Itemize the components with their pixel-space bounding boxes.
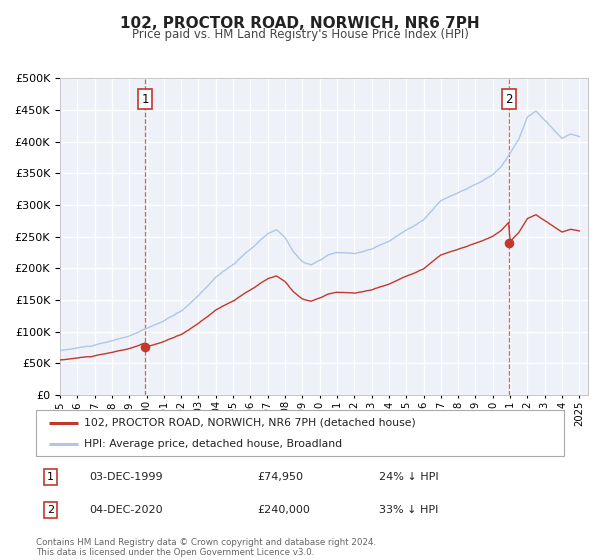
Text: 04-DEC-2020: 04-DEC-2020	[89, 505, 163, 515]
Text: Price paid vs. HM Land Registry's House Price Index (HPI): Price paid vs. HM Land Registry's House …	[131, 28, 469, 41]
Text: 102, PROCTOR ROAD, NORWICH, NR6 7PH (detached house): 102, PROCTOR ROAD, NORWICH, NR6 7PH (det…	[83, 418, 415, 428]
FancyBboxPatch shape	[36, 410, 564, 456]
Text: £74,950: £74,950	[258, 472, 304, 482]
Text: Contains HM Land Registry data © Crown copyright and database right 2024.: Contains HM Land Registry data © Crown c…	[36, 538, 376, 547]
Text: 33% ↓ HPI: 33% ↓ HPI	[379, 505, 439, 515]
Point	[504, 239, 514, 248]
Text: 1: 1	[142, 92, 149, 106]
Text: £240,000: £240,000	[258, 505, 311, 515]
Text: 1: 1	[47, 472, 54, 482]
Text: 03-DEC-1999: 03-DEC-1999	[89, 472, 163, 482]
Text: 24% ↓ HPI: 24% ↓ HPI	[379, 472, 439, 482]
Text: This data is licensed under the Open Government Licence v3.0.: This data is licensed under the Open Gov…	[36, 548, 314, 557]
Point	[140, 343, 150, 352]
Text: 2: 2	[47, 505, 55, 515]
Text: 102, PROCTOR ROAD, NORWICH, NR6 7PH: 102, PROCTOR ROAD, NORWICH, NR6 7PH	[120, 16, 480, 31]
Text: 2: 2	[505, 92, 512, 106]
Text: HPI: Average price, detached house, Broadland: HPI: Average price, detached house, Broa…	[83, 439, 341, 449]
